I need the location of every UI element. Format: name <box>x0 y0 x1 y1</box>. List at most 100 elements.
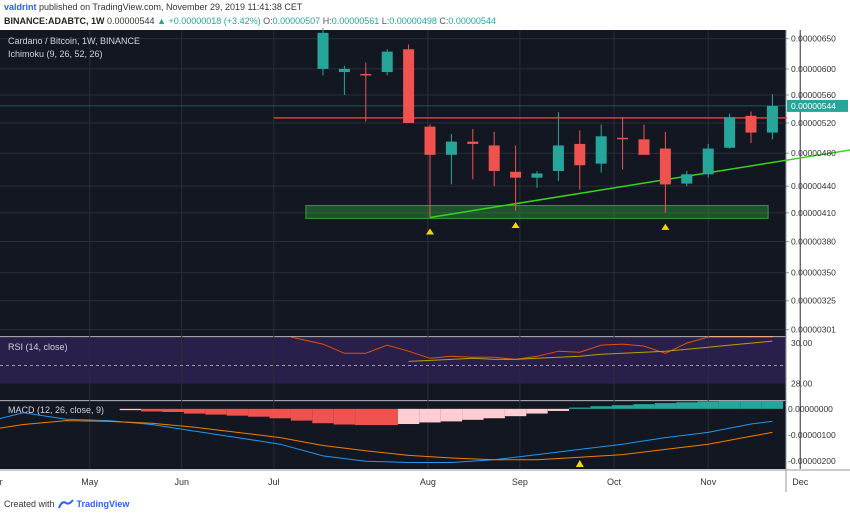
macd-hist-bar <box>740 401 762 409</box>
macd-line <box>0 412 773 463</box>
x-tick-label: Jun <box>175 477 190 487</box>
candle-body <box>424 126 436 155</box>
chart-canvas[interactable]: Cardano / Bitcoin, 1W, BINANCE Ichimoku (… <box>0 28 850 494</box>
macd-hist-bar <box>290 408 313 421</box>
published-text: published on TradingView.com, November 2… <box>39 2 303 12</box>
macd-hist-bar <box>483 408 505 419</box>
candle-body <box>338 68 350 73</box>
high-label: H: <box>322 16 332 26</box>
price-tick-label: 0.00000440 <box>791 181 836 191</box>
macd-tick-label: 0.00000000 <box>788 404 833 414</box>
macd-hist-bar <box>547 408 570 411</box>
macd-hist-bar <box>462 408 484 420</box>
support-zone <box>305 205 769 219</box>
macd-cross-marker <box>575 460 584 467</box>
rsi-tick-label: 30.00 <box>791 338 813 348</box>
candle-body <box>488 145 500 171</box>
macd-hist-bar <box>697 401 719 409</box>
macd-hist-bar <box>119 408 142 411</box>
low-label: L: <box>381 16 390 26</box>
price-tick-label: 0.00000600 <box>791 64 836 74</box>
macd-hist-bar <box>440 408 463 422</box>
price-tick-label: 0.00000480 <box>791 148 836 158</box>
low-marker <box>511 221 520 228</box>
symbol-label: BINANCE:ADABTC, 1W <box>4 16 105 26</box>
low-marker <box>426 228 434 235</box>
candle-body <box>638 139 650 155</box>
price-tick-label: 0.00000325 <box>791 296 836 306</box>
candle-body <box>317 32 329 69</box>
macd-hist-bar <box>333 408 356 425</box>
macd-hist-bar <box>376 408 398 426</box>
price-pane <box>0 30 786 336</box>
macd-hist-bar <box>183 408 206 414</box>
macd-hist-bar <box>312 408 334 424</box>
candle-body <box>659 148 671 185</box>
signal-line <box>0 420 773 461</box>
candle-body <box>702 148 714 175</box>
candle-body <box>445 141 457 155</box>
macd-hist-bar <box>226 408 249 416</box>
candle-body <box>595 136 607 164</box>
rsi-line <box>290 336 773 360</box>
macd-hist-bar <box>569 407 591 409</box>
price-tick-label: 0.00000520 <box>791 118 836 128</box>
macd-hist-bar <box>355 408 377 426</box>
last-price-badge <box>787 99 848 112</box>
macd-hist-bar <box>205 408 227 415</box>
author-name[interactable]: valdrint <box>4 2 37 12</box>
candle-body <box>724 117 736 148</box>
rsi-band <box>0 337 786 384</box>
macd-hist-bar <box>633 404 655 409</box>
macd-tick-label: -0.00000200 <box>788 456 836 466</box>
high-value: 0.00000561 <box>331 16 380 26</box>
created-with-text: Created with <box>4 499 55 509</box>
candle-body <box>510 171 522 178</box>
close-value: 0.00000544 <box>448 16 496 26</box>
low-value: 0.00000498 <box>389 16 437 26</box>
macd-hist-bar <box>654 403 677 409</box>
rsi-label: RSI (14, close) <box>8 342 68 352</box>
ascending-trendline <box>429 149 850 219</box>
macd-hist-bar <box>590 406 612 409</box>
x-tick-label: May <box>81 477 99 487</box>
macd-label: MACD (12, 26, close, 9) <box>8 405 104 415</box>
macd-hist-bar <box>761 401 784 409</box>
candle-body <box>467 141 479 144</box>
candle-body <box>574 143 586 166</box>
footer: Created with TradingView <box>4 499 129 509</box>
tradingview-brand[interactable]: TradingView <box>76 499 130 509</box>
macd-hist-bar <box>611 405 634 409</box>
macd-hist-bar <box>248 408 270 417</box>
price-tick-label: 0.00000560 <box>791 90 836 100</box>
tradingview-logo-icon <box>57 499 74 509</box>
rsi-tick-label: 28.00 <box>791 379 813 389</box>
candle-body <box>360 73 372 76</box>
last-price-text: 0.00000544 <box>107 16 155 26</box>
candle-body <box>681 174 693 184</box>
rsi-ma-line <box>408 340 773 362</box>
publish-info: valdrint published on TradingView.com, N… <box>4 2 302 12</box>
candle-body <box>531 173 543 178</box>
candle-body <box>766 105 778 133</box>
candle-body <box>403 49 415 123</box>
x-tick-label: Aug <box>420 477 436 487</box>
low-marker <box>661 223 670 230</box>
candle-body <box>617 137 629 140</box>
macd-hist-bar <box>526 408 548 414</box>
x-tick-label: Oct <box>607 477 622 487</box>
macd-hist-bar <box>676 402 698 409</box>
candle-body <box>552 145 564 171</box>
price-tick-label: 0.00000380 <box>791 237 836 247</box>
x-tick-label: Nov <box>700 477 717 487</box>
close-label: C: <box>439 16 449 26</box>
macd-tick-label: -0.00000100 <box>788 430 836 440</box>
last-price-label: 0.00000544 <box>791 101 836 111</box>
indicator-label: Ichimoku (9, 26, 52, 26) <box>8 49 103 59</box>
candle-body <box>745 115 757 133</box>
price-tick-label: 0.00000410 <box>791 208 836 218</box>
macd-hist-bar <box>162 408 184 412</box>
price-tick-label: 0.00000350 <box>791 268 836 278</box>
chart-title: Cardano / Bitcoin, 1W, BINANCE <box>8 36 140 46</box>
macd-hist-bar <box>718 401 741 409</box>
